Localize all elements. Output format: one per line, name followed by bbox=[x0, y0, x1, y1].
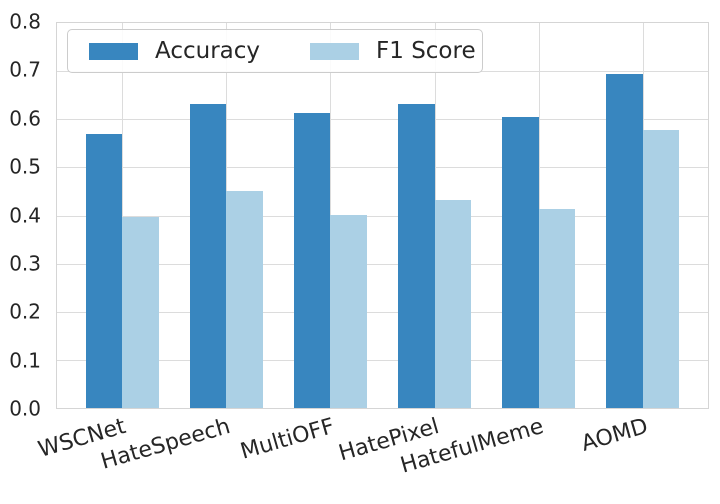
bar-accuracy-hatespeech bbox=[189, 104, 227, 408]
y-tick-label: 0.3 bbox=[9, 251, 41, 276]
y-tick-label: 0.1 bbox=[9, 348, 41, 373]
x-tick-label-multioff: MultiOFF bbox=[237, 414, 338, 465]
plot-area: Accuracy F1 Score bbox=[56, 22, 709, 409]
bar-f1-score-hatespeech bbox=[226, 191, 263, 408]
bar-f1-score-multioff bbox=[330, 215, 367, 408]
y-tick-label: 0.4 bbox=[9, 203, 41, 228]
bar-accuracy-aomd bbox=[606, 74, 643, 408]
f1-score-legend-label: F1 Score bbox=[376, 38, 476, 64]
y-axis: 0.0 0.1 0.2 0.3 0.4 0.5 0.6 0.7 0.8 bbox=[0, 12, 50, 419]
y-tick-label: 0.8 bbox=[9, 9, 41, 34]
bar-accuracy-hatefulmeme bbox=[502, 117, 539, 408]
bar-accuracy-multioff bbox=[293, 112, 331, 408]
h-gridline bbox=[57, 311, 708, 313]
bar-f1-score-aomd bbox=[642, 129, 680, 408]
legend-item-f1-score: F1 Score bbox=[310, 38, 476, 64]
bar-f1-score-hatepixel bbox=[434, 199, 472, 408]
bar-accuracy-hatepixel bbox=[398, 103, 435, 408]
h-gridline bbox=[57, 119, 708, 121]
bar-f1-score-hatefulmeme bbox=[538, 208, 576, 408]
bar-f1-score-wscnet bbox=[122, 217, 159, 408]
legend-item-accuracy: Accuracy bbox=[89, 38, 260, 64]
y-tick-label: 0.6 bbox=[9, 106, 41, 131]
bar-accuracy-wscnet bbox=[85, 133, 123, 408]
legend: Accuracy F1 Score bbox=[67, 29, 483, 73]
h-gridline bbox=[57, 215, 708, 217]
bars-layer bbox=[57, 23, 708, 408]
y-tick-label: 0.5 bbox=[9, 154, 41, 179]
accuracy-legend-swatch bbox=[89, 42, 138, 60]
h-gridline bbox=[57, 359, 708, 361]
y-tick-label: 0.2 bbox=[9, 299, 41, 324]
accuracy-legend-label: Accuracy bbox=[155, 38, 261, 64]
x-axis: WSCNet HateSpeech MultiOFF HatePixel Hateful… bbox=[35, 411, 709, 504]
x-tick-label-aomd: AOMD bbox=[578, 414, 651, 457]
f1-score-legend-swatch bbox=[310, 42, 360, 60]
v-gridline bbox=[122, 23, 124, 408]
y-tick-label: 0.7 bbox=[9, 57, 41, 82]
h-gridline bbox=[57, 263, 708, 265]
y-tick-label: 0.0 bbox=[9, 396, 41, 421]
h-gridline bbox=[57, 167, 708, 169]
